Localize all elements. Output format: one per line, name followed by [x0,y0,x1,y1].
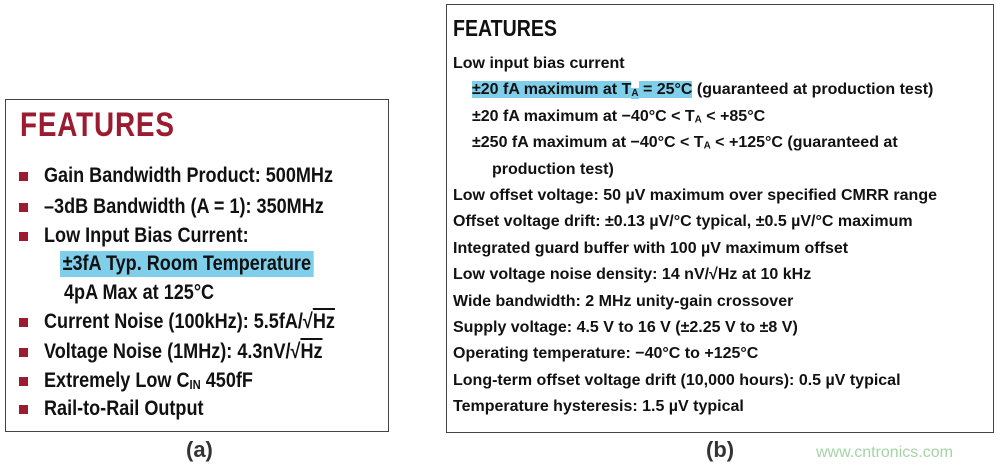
feature-item: Operating temperature: −40°C to +125°C [453,343,758,365]
feature-text-part: Low Input Bias Current: [44,224,249,247]
feature-item: ±3fA Typ. Room Temperature [6,251,386,277]
feature-text-part: Hz [312,310,335,333]
feature-text-part: Current Noise (100kHz): 5.5fA/√ [44,310,313,333]
feature-text: Gain Bandwidth Product: 500MHz [44,163,333,189]
feature-item: Low voltage noise density: 14 nV/√Hz at … [453,264,811,286]
feature-item: Gain Bandwidth Product: 500MHz [6,163,386,189]
feature-text-part: Wide bandwidth: 2 MHz unity-gain crossov… [453,292,794,310]
panel-a-title: FEATURES [20,106,175,144]
feature-text: 4pA Max at 125°C [64,280,214,306]
feature-item: ±20 fA maximum at TA = 25°C (guaranteed … [472,79,933,101]
feature-text-part: ±250 fA maximum at −40°C < T [472,134,704,152]
feature-item: Temperature hysteresis: 1.5 µV typical [453,396,744,418]
highlighted-feature-text: A [631,87,639,99]
panel-b-title: FEATURES [453,15,557,41]
feature-text: Extremely Low CIN 450fF [44,368,253,398]
features-panel-a: FEATURES Gain Bandwidth Product: 500MHz –… [5,99,389,432]
feature-text-part: 4pA Max at 125°C [64,281,215,304]
feature-text-part: Low input bias current [453,55,625,72]
feature-text-part: A [694,114,702,126]
bullet-square-icon [19,172,28,181]
feature-text: Low Input Bias Current: [44,223,249,249]
highlighted-feature-text: ±3fA Typ. Room Temperature [60,251,314,277]
panel-b-caption: (b) [706,437,735,462]
feature-item: Low input bias current [453,53,625,75]
feature-text-part: Hz [300,340,323,363]
feature-item: –3dB Bandwidth (A = 1): 350MHz [6,194,386,220]
feature-item: ±250 fA maximum at −40°C < TA < +125°C (… [472,132,898,154]
panel-a-caption: (a) [186,437,213,462]
feature-text-part: Rail-to-Rail Output [44,397,204,420]
feature-item: Current Noise (100kHz): 5.5fA/√Hz [6,309,386,335]
feature-item: production test) [492,159,614,181]
feature-item: Offset voltage drift: ±0.13 µV/°C typica… [453,211,913,233]
features-panel-b: FEATURES Low input bias current ±20 fA ma… [446,4,994,433]
feature-text-part: ±20 fA maximum at −40°C < T [472,107,695,125]
feature-text-part: IN [189,376,201,392]
feature-text-part: production test) [492,160,614,178]
feature-item: Wide bandwidth: 2 MHz unity-gain crossov… [453,291,793,313]
feature-item: 4pA Max at 125°C [6,280,386,306]
feature-text-part: Low offset voltage: 50 µV maximum over s… [453,187,937,204]
feature-text-part: Operating temperature: −40°C to +125°C [453,345,759,363]
feature-item: ±20 fA maximum at −40°C < TA < +85°C [472,106,765,128]
feature-item: Long-term offset voltage drift (10,000 h… [453,370,901,392]
feature-text: Voltage Noise (1MHz): 4.3nV/√Hz [44,339,323,365]
feature-item: Low offset voltage: 50 µV maximum over s… [453,185,937,207]
feature-text-part: < +125°C (guaranteed at [710,134,898,152]
feature-text-part: A [703,140,711,152]
bullet-square-icon [19,348,28,357]
bullet-square-icon [19,318,28,327]
feature-text-part: Voltage Noise (1MHz): 4.3nV/√ [44,340,301,363]
feature-item: Low Input Bias Current: [6,223,386,249]
feature-text-part: Gain Bandwidth Product: 500MHz [44,164,333,187]
feature-item: Supply voltage: 4.5 V to 16 V (±2.25 V t… [453,317,798,339]
feature-text-part: Long-term offset voltage drift (10,000 h… [453,371,901,389]
feature-text-part: Extremely Low C [44,369,190,392]
highlighted-feature-text: ±20 fA maximum at T [472,81,632,99]
feature-item: Voltage Noise (1MHz): 4.3nV/√Hz [6,339,386,365]
feature-text-part: Temperature hysteresis: 1.5 µV typical [453,398,744,416]
feature-text-part: –3dB Bandwidth (A = 1): 350MHz [44,195,324,218]
feature-text-part: ±3fA Typ. Room Temperature [62,252,311,275]
feature-text-part: 450fF [200,369,253,392]
bullet-square-icon [19,232,28,241]
bullet-square-icon [19,405,28,414]
feature-text: –3dB Bandwidth (A = 1): 350MHz [44,194,324,220]
feature-text: Rail-to-Rail Output [44,396,204,422]
feature-text-part: Low voltage noise density: 14 nV/√Hz at … [453,266,812,284]
feature-text-part: < +85°C [701,107,766,125]
highlighted-feature-text: = 25°C [638,81,693,99]
feature-item: Extremely Low CIN 450fF [6,368,386,394]
feature-text-part: Supply voltage: 4.5 V to 16 V (±2.25 V t… [453,319,798,336]
watermark: www.cntronics.com [816,444,953,461]
feature-text-part: Offset voltage drift: ±0.13 µV/°C typica… [453,213,913,231]
feature-text-part: (guaranteed at production test) [692,81,934,99]
feature-item: Integrated guard buffer with 100 µV maxi… [453,238,848,260]
bullet-square-icon [19,377,28,386]
feature-text-part: Integrated guard buffer with 100 µV maxi… [453,239,849,257]
feature-text: Current Noise (100kHz): 5.5fA/√Hz [44,309,335,335]
bullet-square-icon [19,203,28,212]
feature-item: Rail-to-Rail Output [6,396,386,422]
